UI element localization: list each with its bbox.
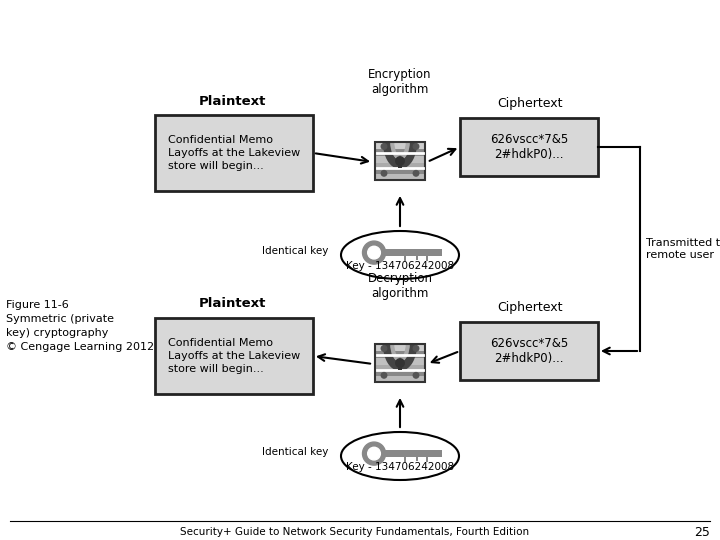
Circle shape (413, 171, 419, 176)
Circle shape (413, 346, 419, 351)
Text: Key - 134706242008: Key - 134706242008 (346, 261, 454, 271)
Text: Identical key: Identical key (261, 246, 328, 256)
Circle shape (363, 442, 386, 465)
Bar (375, 157, 425, 163)
Bar (375, 351, 425, 359)
Text: 25: 25 (694, 525, 710, 538)
Bar (415, 457, 418, 461)
Bar (383, 450, 442, 457)
Text: Confidential Memo
Layoffs at the Lakeview
store will begin...: Confidential Memo Layoffs at the Lakevie… (168, 135, 300, 171)
Text: Encryption
algorithm: Encryption algorithm (368, 68, 432, 96)
Bar (155, 318, 313, 394)
Bar (398, 161, 402, 168)
Circle shape (413, 373, 419, 378)
Text: Confidential Memo
Layoffs at the Lakeview
store will begin...: Confidential Memo Layoffs at the Lakevie… (168, 338, 300, 374)
Text: Plaintext: Plaintext (198, 297, 266, 310)
Text: Ciphertext: Ciphertext (498, 97, 563, 110)
Bar (460, 322, 598, 380)
Bar (155, 115, 313, 191)
Bar (375, 148, 425, 157)
Circle shape (396, 359, 404, 367)
Text: Plaintext: Plaintext (198, 95, 266, 108)
Bar (375, 174, 425, 180)
Circle shape (382, 144, 387, 149)
Bar (375, 376, 425, 382)
Text: Key - 134706242008: Key - 134706242008 (346, 462, 454, 472)
Text: 626vscc*7&5
2#hdkP0)...: 626vscc*7&5 2#hdkP0)... (490, 133, 568, 161)
Text: Figure 11-6
Symmetric (private
key) cryptography
© Cengage Learning 2012: Figure 11-6 Symmetric (private key) cryp… (6, 300, 154, 352)
Circle shape (363, 241, 386, 264)
Ellipse shape (341, 432, 459, 480)
Text: Security+ Guide to Network Security Fundamentals, Fourth Edition: Security+ Guide to Network Security Fund… (181, 527, 530, 537)
Circle shape (396, 157, 404, 165)
Circle shape (382, 373, 387, 378)
Text: Identical key: Identical key (261, 447, 328, 457)
Bar (375, 163, 425, 170)
Bar (375, 344, 425, 382)
Circle shape (382, 346, 387, 351)
Bar (383, 249, 442, 256)
Bar (415, 256, 418, 260)
Text: Decryption
algorithm: Decryption algorithm (367, 272, 433, 300)
Bar (426, 457, 428, 462)
Circle shape (382, 171, 387, 176)
Circle shape (368, 246, 380, 259)
Bar (398, 363, 402, 370)
Bar (460, 118, 598, 176)
Bar (375, 372, 425, 376)
Bar (375, 142, 425, 149)
Bar (404, 256, 407, 261)
Bar (375, 365, 425, 372)
Bar (375, 344, 425, 351)
Bar (426, 256, 428, 261)
Bar (375, 142, 425, 180)
Bar (404, 457, 407, 462)
Bar (375, 359, 425, 365)
Circle shape (368, 447, 380, 460)
Bar (375, 170, 425, 174)
Text: Ciphertext: Ciphertext (498, 301, 563, 314)
Text: 626vscc*7&5
2#hdkP0)...: 626vscc*7&5 2#hdkP0)... (490, 337, 568, 365)
Circle shape (413, 144, 419, 149)
Ellipse shape (341, 231, 459, 279)
Text: Transmitted to
remote user: Transmitted to remote user (646, 238, 720, 260)
